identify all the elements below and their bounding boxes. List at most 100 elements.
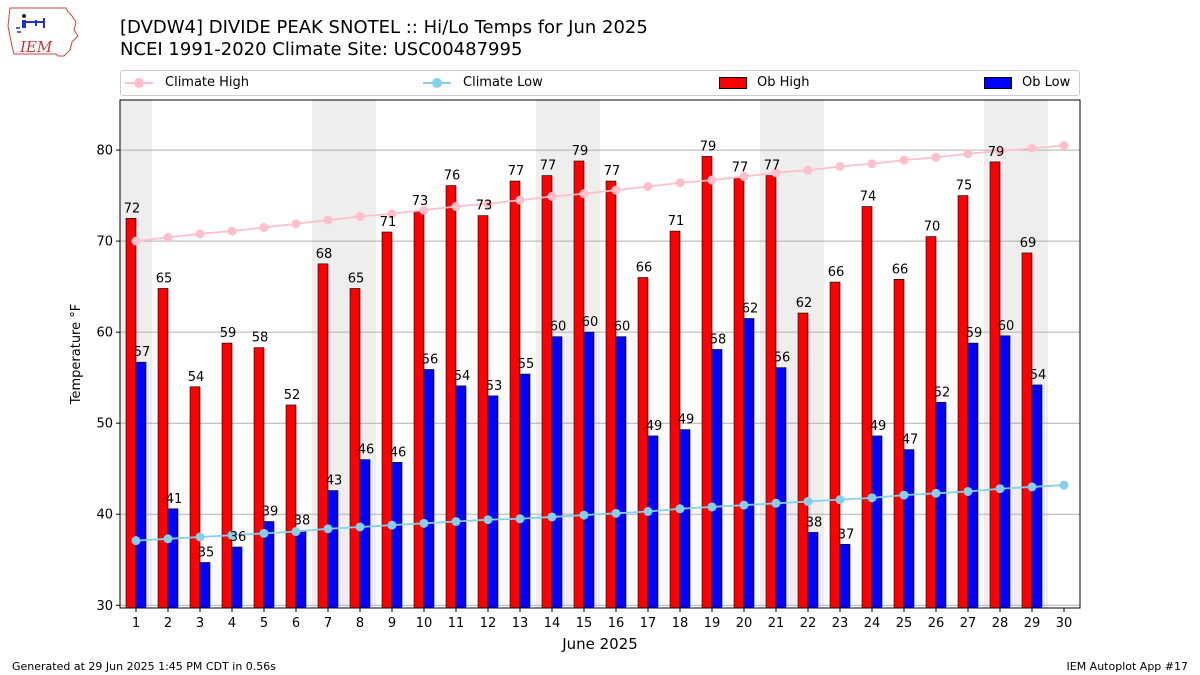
climate-high-point [899,155,909,165]
ob-low-label: 46 [390,445,407,460]
ob-high-bar [445,185,457,609]
ob-high-label: 74 [860,190,877,205]
app-footer: IEM Autoplot App #17 [1066,660,1189,673]
x-tick-label: 30 [1056,616,1073,631]
climate-low-point [611,508,621,518]
bar-labels: 72 65 54 59 58 52 68 65 71 73 76 73 77 77 79 77 66 71 79 77… [124,139,1047,560]
ob-high-bar [221,342,233,609]
climate-low-point [355,522,365,532]
ob-low-bar [999,335,1011,609]
ob-low-bar [231,546,243,609]
ob-high-bar [381,231,393,609]
ob-low-label: 55 [518,357,535,372]
x-tick-label: 17 [640,616,657,631]
ob-low-bar [583,331,595,609]
climate-high-point [451,202,461,212]
ob-high-label: 66 [828,265,845,280]
ob-high-bar [317,263,329,609]
x-tick-label: 19 [704,616,721,631]
bars [125,156,1043,609]
ob-high-bar [189,386,201,609]
ob-high-label: 62 [796,296,813,311]
climate-lines [131,141,1069,546]
ob-high-bar [733,177,745,609]
chart-title: [DVDW4] DIVIDE PEAK SNOTEL :: Hi/Lo Temp… [120,17,648,38]
ob-low-bar [679,429,691,609]
x-tick-label: 6 [292,616,300,631]
climate-high-point [259,222,269,232]
ob-high-bar [989,161,1001,609]
y-tick-label: 80 [96,144,113,159]
climate-low-point [547,512,557,522]
legend-label: Climate Low [463,75,543,90]
ob-high-label: 77 [508,164,525,179]
climate-high-line [135,144,1065,243]
climate-high-point [643,181,653,191]
gridlines [120,149,1080,606]
climate-low-marker [432,78,442,88]
ob-high-label: 68 [316,247,333,262]
ob-low-bar [327,490,339,609]
ob-low-bar [775,367,787,609]
ob-low-bar [839,543,851,609]
x-tick-label: 1 [132,616,140,631]
ob-low-label: 60 [614,320,631,335]
y-tick-label: 70 [96,235,113,250]
x-tick-label: 7 [324,616,332,631]
climate-high-point [419,205,429,215]
ob-low-label: 37 [838,527,855,542]
ob-low-bar [711,349,723,609]
ob-low-bar [615,336,627,609]
legend-label: Ob High [757,75,810,90]
ob-high-label: 77 [764,159,781,174]
climate-low-point [387,520,397,530]
ob-low-bar [487,395,499,609]
ob-high-label: 79 [572,144,589,159]
climate-low-point [227,530,237,540]
ob-low-bar [167,508,179,609]
ob-low-bar [391,462,403,609]
climate-high-point [547,192,557,202]
ob-high-label: 76 [444,169,461,184]
ob-high-label: 65 [156,271,173,286]
x-tick-label: 12 [480,616,497,631]
climate-high-point [963,149,973,159]
ob-low-bar [967,342,979,609]
ob-high-label: 77 [732,160,749,175]
x-tick-label: 24 [864,616,881,631]
climate-low-point [1027,482,1037,492]
x-tick-label: 8 [356,616,364,631]
ob-high-bar [541,175,553,609]
climate-low-point [707,502,717,512]
x-tick-label: 4 [228,616,236,631]
x-tick-label: 26 [928,616,945,631]
climate-low-point [259,528,269,538]
ob-low-bar [135,361,147,609]
climate-high-point [867,159,877,169]
y-tick-label: 40 [96,508,113,523]
climate-low-point [451,517,461,527]
ob-low-label: 60 [998,319,1015,334]
ob-high-label: 79 [988,145,1005,160]
ob-low-bar [423,369,435,609]
y-tick-label: 50 [96,417,113,432]
climate-high-point [323,215,333,225]
ob-low-bar [807,532,819,609]
climate-low-point [931,488,941,498]
ob-high-label: 52 [284,388,301,403]
ob-low-label: 49 [870,419,887,434]
x-tick-label: 21 [768,616,785,631]
ob-low-label: 56 [774,351,791,366]
climate-high-point [931,152,941,162]
ob-low-swatch [984,77,1012,89]
ob-low-label: 41 [166,492,183,507]
ob-low-label: 49 [678,413,695,428]
ob-low-bar [743,318,755,609]
ob-low-bar [647,435,659,609]
ob-low-label: 54 [1030,368,1047,383]
ob-low-label: 56 [422,352,439,367]
legend: Climate High Climate Low Ob High Ob Low [120,70,1080,96]
ob-low-bar [551,336,563,609]
ob-low-label: 53 [486,379,503,394]
